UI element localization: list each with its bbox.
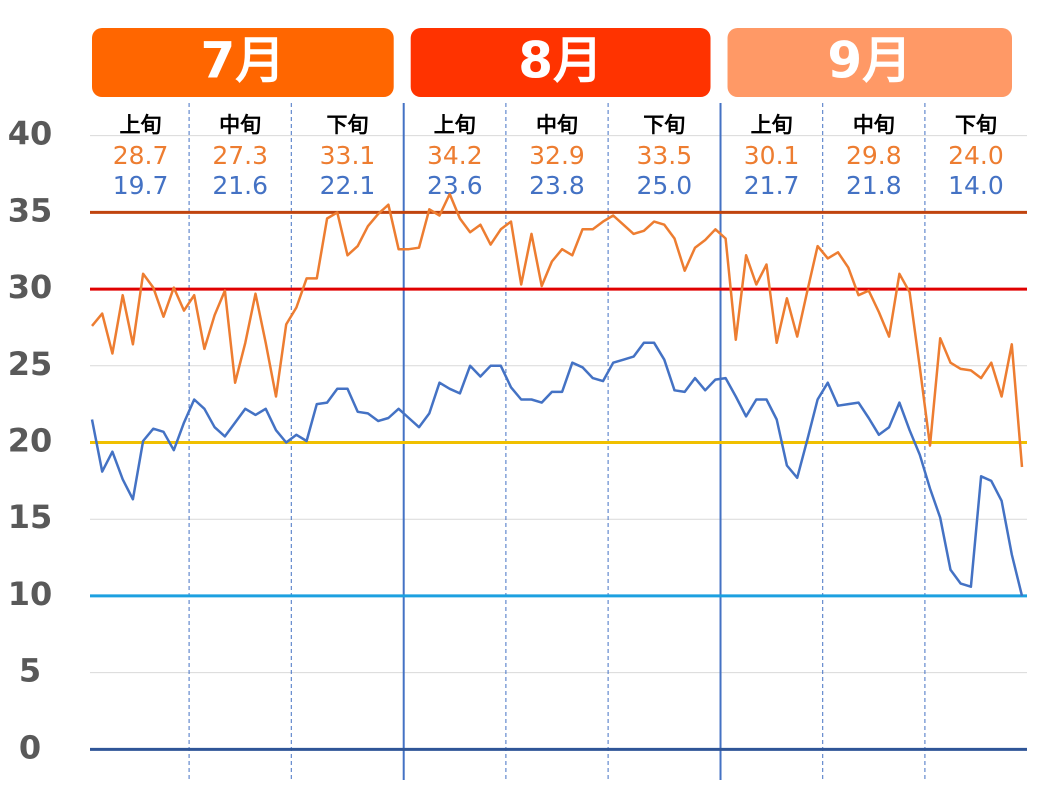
dekad-label: 下旬 [326,113,368,137]
y-tick-label: 10 [8,575,53,613]
dekad-summary: 14.0 [948,171,1004,200]
dekad-summary: 23.8 [529,171,585,200]
dekad-summary: 22.1 [320,171,376,200]
dekad-summary: 34.2 [427,141,483,170]
dekad-label: 上旬 [751,113,793,137]
dekad-summary: 33.1 [320,141,376,170]
y-tick-label: 15 [8,498,53,536]
month-header [727,28,1012,97]
dekad-label: 中旬 [853,113,895,137]
dekad-summary: 29.8 [846,141,902,170]
y-tick-label: 20 [8,422,53,460]
month-header [92,28,394,97]
dekad-summary: 21.7 [744,171,800,200]
dekad-label: 下旬 [955,113,997,137]
dekad-summary: 25.0 [636,171,692,200]
y-tick-label: 25 [8,345,53,383]
temperature-line [91,192,1024,468]
dekad-summary: 24.0 [948,141,1004,170]
dekad-summary: 30.1 [744,141,800,170]
dekad-label: 下旬 [643,113,685,137]
dekad-summary: 32.9 [529,141,585,170]
month-header [410,28,711,97]
dekad-label: 中旬 [219,113,261,137]
dekad-label: 上旬 [120,113,162,137]
month-label: 8月 [518,32,603,90]
y-tick-label: 30 [8,268,53,306]
dekad-summary: 23.6 [427,171,483,200]
y-tick-label: 35 [8,191,53,229]
dekad-label: 上旬 [434,113,476,137]
dekad-summary: 33.5 [636,141,692,170]
dekad-summary: 28.7 [113,141,169,170]
y-tick-label: 0 [19,728,41,766]
dekad-label: 中旬 [536,113,578,137]
dekad-summary: 21.6 [212,171,268,200]
month-label: 9月 [827,32,912,90]
month-label: 7月 [200,32,285,90]
dekad-summary: 27.3 [212,141,268,170]
dekad-summary: 21.8 [846,171,902,200]
y-tick-label: 5 [19,652,41,690]
temperature-line [90,341,1024,597]
y-tick-label: 40 [8,115,53,153]
dekad-summary: 19.7 [113,171,169,200]
